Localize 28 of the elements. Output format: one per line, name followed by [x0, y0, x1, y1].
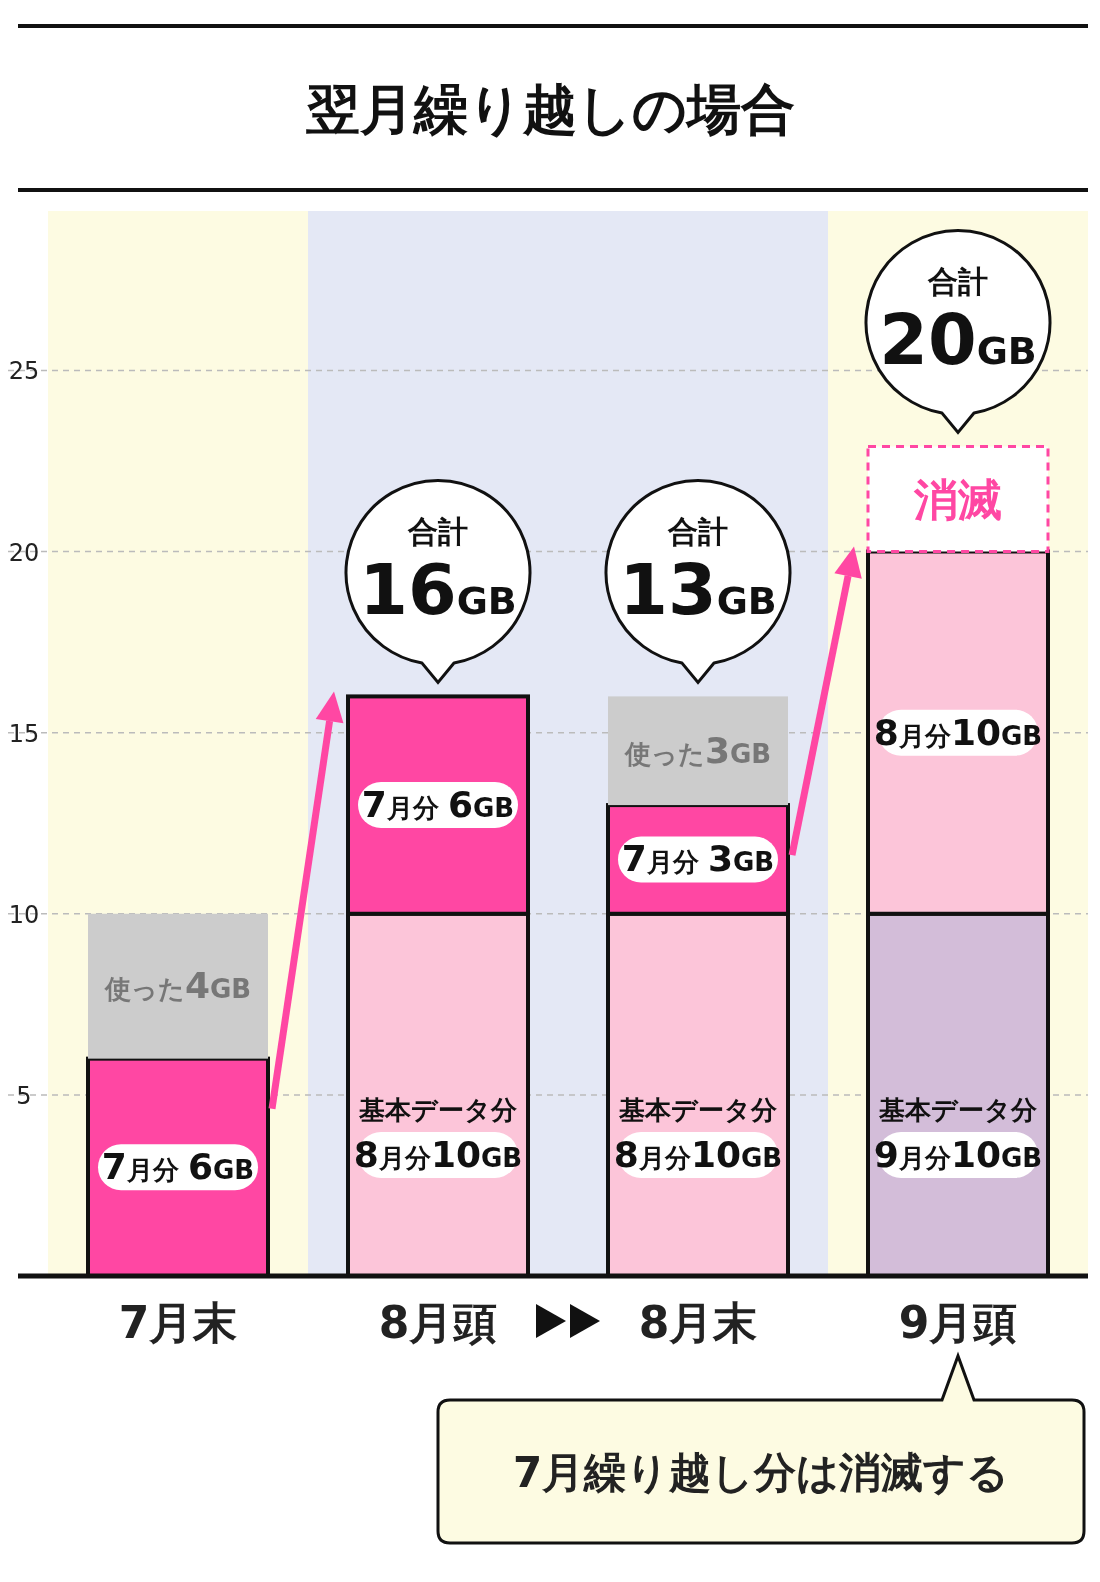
y-tick-label: 20	[8, 538, 40, 567]
data-label: 7月分 3GB	[621, 838, 775, 880]
x-tick-label: 7月末	[118, 1297, 238, 1348]
bar	[866, 444, 1050, 554]
total-label: 合計 16GB	[359, 514, 517, 632]
y-tick-label: 15	[8, 719, 40, 748]
x-tick-label: 9月頭	[898, 1297, 1018, 1348]
data-label: 7月分 6GB	[101, 1146, 255, 1188]
total-label: 合計 20GB	[879, 264, 1037, 382]
y-tick-label: 25	[8, 357, 40, 386]
chart-title: 翌月繰り越しの場合	[305, 78, 795, 141]
y-tick-label: 10	[8, 900, 40, 929]
data-label: 消滅	[913, 473, 1002, 525]
series-label: 基本データ分	[358, 1094, 518, 1125]
data-label: 8月分10GB	[353, 1133, 523, 1175]
data-label: 7月分 6GB	[361, 784, 515, 826]
data-label: 使った3GB	[623, 729, 772, 771]
total-label: 合計 13GB	[619, 514, 777, 632]
x-tick-label: 8月末	[638, 1297, 758, 1348]
x-tick-label: 8月頭	[378, 1297, 498, 1348]
data-label: 使った4GB	[103, 965, 252, 1007]
text: 基本データ分	[619, 1094, 777, 1125]
data-label: 9月分10GB	[873, 1133, 1043, 1175]
text: 7月繰り越し分は消滅する	[512, 1447, 1010, 1497]
text: 基本データ分	[879, 1094, 1037, 1125]
data-label: 8月分10GB	[873, 711, 1043, 753]
data-label: 8月分10GB	[613, 1133, 783, 1175]
y-tick-label: 5	[16, 1081, 32, 1110]
